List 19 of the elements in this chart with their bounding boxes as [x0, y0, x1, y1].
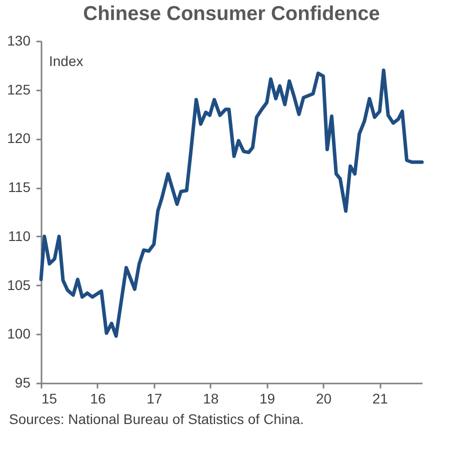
y-tick-label: 105: [7, 276, 31, 293]
y-tick-label: 95: [14, 374, 31, 390]
x-tick-label: 16: [90, 390, 106, 406]
y-tick-label: 100: [7, 326, 31, 342]
line-series: [39, 68, 424, 338]
x-tick-label: 15: [42, 390, 58, 406]
x-tick-label: 18: [203, 390, 219, 406]
x-tick-label: 21: [372, 390, 388, 406]
x-tick-label: 19: [259, 390, 276, 406]
y-tick-label: 125: [7, 81, 31, 98]
y-axis-title: Index: [49, 53, 84, 69]
y-tick-label: 120: [7, 130, 31, 146]
chart-title: Chinese Consumer Confidence: [83, 3, 380, 25]
x-tick-label: 20: [316, 390, 332, 406]
source-note: Sources: National Bureau of Statistics of China.: [9, 411, 304, 427]
y-tick-label: 115: [8, 179, 31, 196]
y-tick-label: 130: [7, 32, 31, 48]
y-tick-label: 110: [8, 228, 31, 244]
x-tick-label: 17: [146, 390, 162, 406]
